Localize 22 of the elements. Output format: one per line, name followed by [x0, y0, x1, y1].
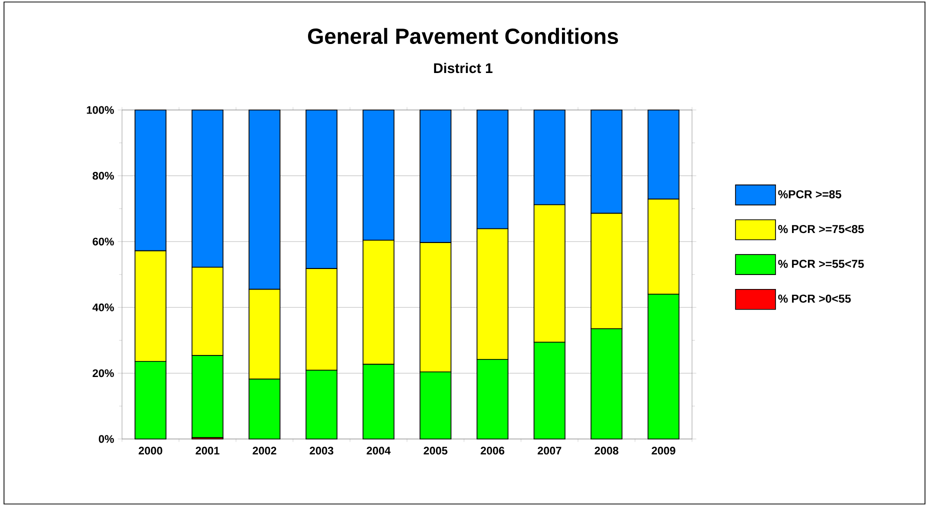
legend-label: %PCR >=85 [778, 190, 842, 198]
x-tick-label: 2001 [196, 446, 220, 455]
y-tick-label: 80% [92, 172, 114, 180]
y-tick-label: 0% [98, 435, 114, 443]
x-tick-label: 2002 [252, 446, 276, 455]
legend-label: % PCR >=55<75 [778, 260, 864, 268]
y-tick-label: 20% [92, 369, 114, 378]
x-tick-label: 2004 [366, 446, 391, 455]
x-tick-label: 2009 [652, 446, 676, 455]
x-tick-label: 2006 [480, 446, 504, 455]
chart-title: General Pavement Conditions [308, 28, 618, 44]
x-tick-label: 2000 [138, 446, 162, 455]
x-tick-label: 2008 [594, 446, 618, 455]
x-tick-label: 2007 [538, 446, 562, 455]
legend-label: % PCR >0<55 [778, 294, 851, 303]
y-tick-label: 40% [92, 304, 114, 312]
x-tick-label: 2003 [310, 446, 334, 455]
y-tick-label: 60% [92, 238, 114, 246]
chart-subtitle: District 1 [434, 62, 492, 74]
y-tick-label: 100% [86, 106, 114, 114]
x-tick-label: 2005 [424, 446, 448, 455]
legend-label: % PCR >=75<85 [778, 225, 864, 234]
